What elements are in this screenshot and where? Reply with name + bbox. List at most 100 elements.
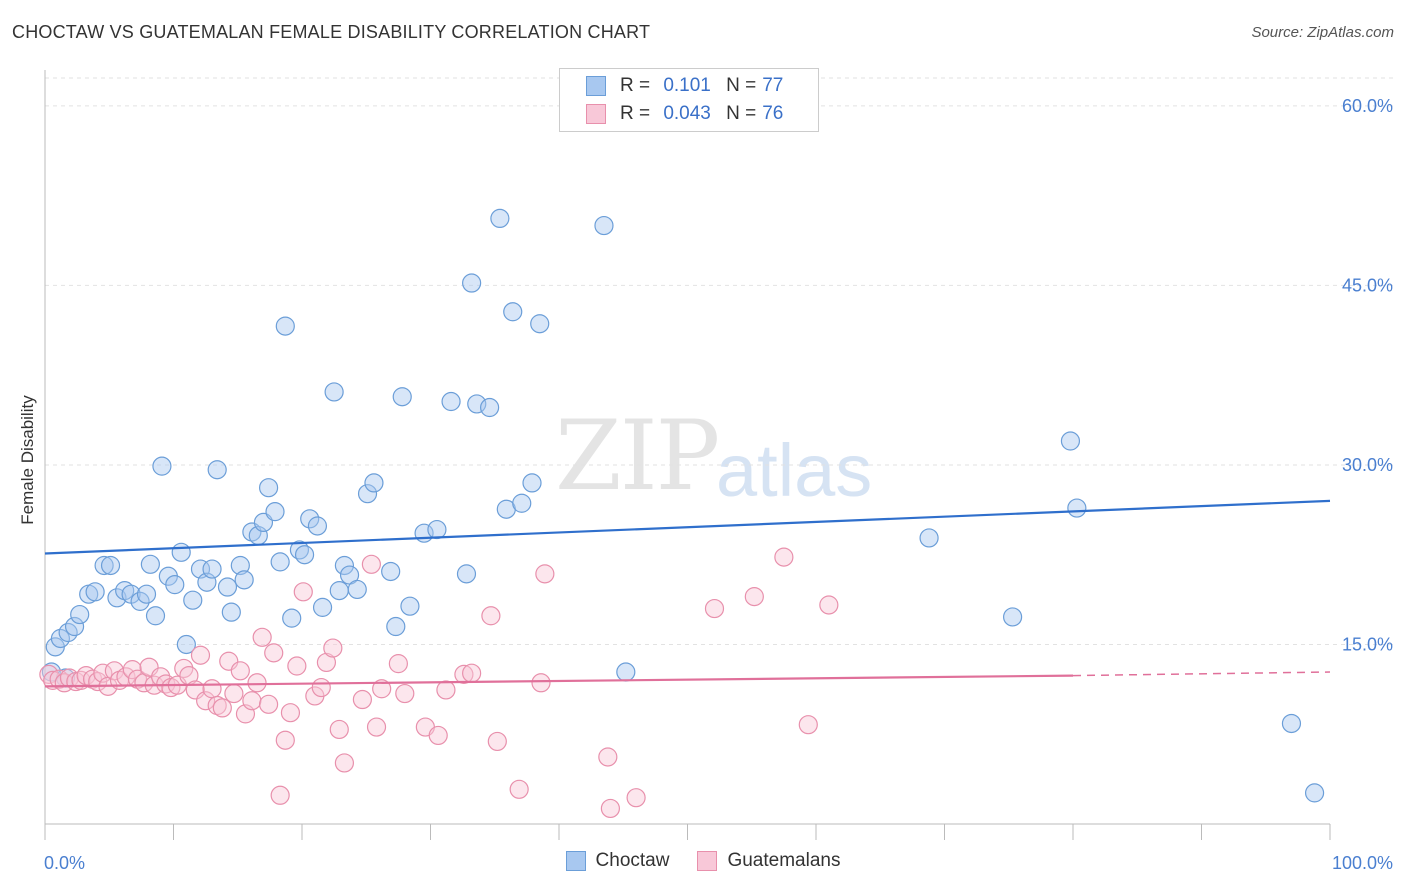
point-guatemalans: [509, 779, 529, 799]
point-choctaw: [1281, 713, 1302, 734]
point-choctaw: [357, 484, 378, 504]
point-choctaw: [176, 634, 196, 655]
point-guatemalans: [258, 694, 279, 714]
series-label-guatemalans: Guatemalans: [727, 850, 841, 871]
point-guatemalans: [372, 679, 392, 699]
point-guatemalans: [247, 673, 267, 693]
legend-r-value: 0.043: [663, 103, 711, 124]
point-guatemalans: [293, 582, 313, 602]
point-guatemalans: [535, 564, 555, 584]
point-guatemalans: [122, 660, 142, 680]
point-choctaw: [85, 582, 105, 602]
point-guatemalans: [280, 703, 301, 723]
data-points: [39, 208, 1325, 819]
trend-extension-guatemalans: [1072, 671, 1331, 677]
point-choctaw: [522, 473, 542, 493]
legend-r-label: R =: [620, 75, 651, 96]
point-choctaw: [512, 493, 532, 513]
point-choctaw: [265, 502, 285, 522]
point-choctaw: [70, 604, 90, 625]
legend-n-value: 76: [762, 103, 784, 124]
point-guatemalans: [626, 788, 646, 808]
point-choctaw: [427, 519, 447, 540]
y-tick-label: 15.0%: [1342, 634, 1393, 654]
point-choctaw: [183, 590, 203, 610]
point-guatemalans: [395, 683, 415, 704]
tick-labels: 15.0% 30.0% 45.0% 60.0% 0.0% 100.0%: [44, 96, 1393, 873]
point-choctaw: [50, 628, 71, 649]
legend-row-choctaw: R = 0.101 N = 77: [586, 74, 783, 98]
point-choctaw: [480, 397, 500, 418]
series-label-choctaw: Choctaw: [595, 850, 670, 871]
point-choctaw: [307, 516, 328, 536]
point-choctaw: [145, 606, 166, 626]
point-guatemalans: [252, 627, 272, 647]
point-choctaw: [312, 597, 333, 617]
point-guatemalans: [224, 683, 244, 704]
point-choctaw: [616, 662, 636, 682]
y-tick-label: 30.0%: [1342, 455, 1393, 475]
point-guatemalans: [196, 691, 216, 711]
point-guatemalans: [316, 652, 337, 673]
series-legend-guatemalans: Guatemalans: [697, 850, 840, 872]
point-guatemalans: [323, 638, 343, 658]
point-guatemalans: [598, 747, 618, 767]
point-guatemalans: [127, 669, 148, 689]
x-tick-label-max: 100.0%: [1332, 853, 1393, 873]
point-guatemalans: [774, 547, 794, 567]
point-guatemalans: [82, 669, 103, 689]
legend-swatch-choctaw: [586, 76, 606, 96]
point-guatemalans: [744, 587, 764, 607]
point-guatemalans: [352, 689, 372, 710]
legend-r-value: 0.101: [663, 75, 711, 96]
series-legend-choctaw: Choctaw: [565, 850, 670, 872]
point-choctaw: [115, 581, 135, 601]
point-choctaw: [456, 564, 477, 584]
point-choctaw: [324, 382, 344, 402]
trend-line-choctaw: [44, 499, 1331, 555]
point-choctaw: [1067, 498, 1087, 518]
axes: [44, 70, 1331, 840]
point-choctaw: [94, 555, 114, 576]
point-guatemalans: [388, 654, 408, 674]
point-choctaw: [100, 555, 121, 576]
watermark-atlas: atlas: [716, 429, 873, 512]
point-guatemalans: [334, 753, 355, 773]
point-choctaw: [202, 559, 222, 579]
point-guatemalans: [270, 785, 290, 805]
point-guatemalans: [436, 680, 456, 700]
point-guatemalans: [49, 669, 69, 689]
point-choctaw: [400, 596, 420, 616]
series-legend: Choctaw Guatemalans: [0, 850, 1406, 872]
point-guatemalans: [819, 595, 839, 615]
legend-r-label: R =: [620, 103, 651, 124]
series-swatch-choctaw: [565, 851, 586, 871]
point-choctaw: [467, 394, 487, 414]
point-choctaw: [1003, 607, 1023, 627]
point-guatemalans: [487, 731, 507, 752]
point-guatemalans: [361, 554, 381, 574]
point-choctaw: [258, 478, 279, 498]
point-choctaw: [392, 387, 412, 407]
point-choctaw: [165, 575, 185, 595]
point-guatemalans: [230, 661, 250, 681]
point-guatemalans: [481, 606, 501, 626]
trend-lines: [44, 499, 1331, 688]
x-tick-label-min: 0.0%: [44, 853, 85, 873]
point-choctaw: [919, 528, 939, 548]
point-choctaw: [530, 314, 550, 334]
point-guatemalans: [462, 663, 482, 683]
point-choctaw: [282, 608, 302, 628]
point-guatemalans: [242, 691, 262, 711]
point-guatemalans: [329, 719, 349, 740]
point-guatemalans: [531, 673, 551, 693]
point-guatemalans: [287, 656, 307, 676]
y-tick-label: 60.0%: [1342, 96, 1393, 116]
point-choctaw: [294, 545, 315, 565]
point-choctaw: [230, 555, 250, 576]
point-choctaw: [386, 616, 406, 637]
trend-line-guatemalans: [44, 674, 1074, 688]
point-choctaw: [217, 577, 238, 597]
point-choctaw: [171, 542, 191, 562]
